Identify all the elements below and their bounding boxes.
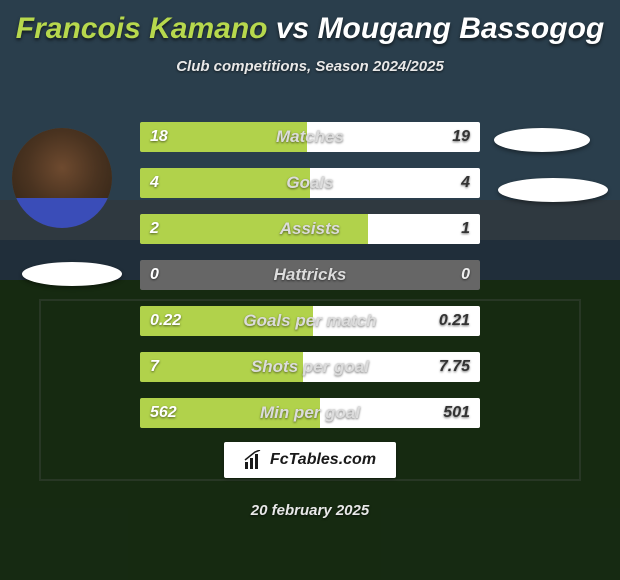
bar-label: Hattricks [140,260,480,290]
bar-value-left: 0 [150,260,159,290]
bar-label: Min per goal [140,398,480,428]
stat-row: Hattricks0 0 [140,260,480,290]
player1-name: Francois Kamano [16,12,268,45]
vs-text: vs [276,12,309,45]
bar-value-left: 562 [150,398,177,428]
bar-value-right: 4 [461,168,470,198]
bar-value-right: 501 [443,398,470,428]
shadow-ellipse-right-1 [494,128,590,152]
stat-row: Goals per match0.22 0.21 [140,306,480,336]
bar-label: Assists [140,214,480,244]
content-root: Francois Kamano vs Mougang Bassogog Club… [0,0,620,580]
chart-icon [244,450,264,470]
comparison-title: Francois Kamano vs Mougang Bassogog [0,0,620,46]
stat-row: Goals4 4 [140,168,480,198]
bar-value-right: 1 [461,214,470,244]
bar-label: Goals per match [140,306,480,336]
subtitle: Club competitions, Season 2024/2025 [0,58,620,75]
stat-row: Min per goal562 501 [140,398,480,428]
bar-value-left: 0.22 [150,306,181,336]
bar-label: Shots per goal [140,352,480,382]
bar-value-right: 19 [452,122,470,152]
bar-label: Goals [140,168,480,198]
bar-value-right: 0 [461,260,470,290]
logo-text: FcTables.com [270,451,376,469]
stat-row: Matches18 19 [140,122,480,152]
bar-value-left: 18 [150,122,168,152]
shadow-ellipse-right-2 [498,178,608,202]
bar-value-left: 4 [150,168,159,198]
bar-value-left: 7 [150,352,159,382]
player1-avatar [12,128,112,228]
fctables-logo: FcTables.com [224,442,396,478]
bar-label: Matches [140,122,480,152]
bar-value-right: 7.75 [439,352,470,382]
stats-bars: Matches18 19 Goals4 4 Assists2 1 Hattricks0 0 Go… [140,122,480,444]
stat-row: Assists2 1 [140,214,480,244]
date-text: 20 february 2025 [0,502,620,519]
shadow-ellipse-left [22,262,122,286]
player2-name: Mougang Bassogog [318,12,605,45]
stat-row: Shots per goal7 7.75 [140,352,480,382]
bar-value-right: 0.21 [439,306,470,336]
bar-value-left: 2 [150,214,159,244]
